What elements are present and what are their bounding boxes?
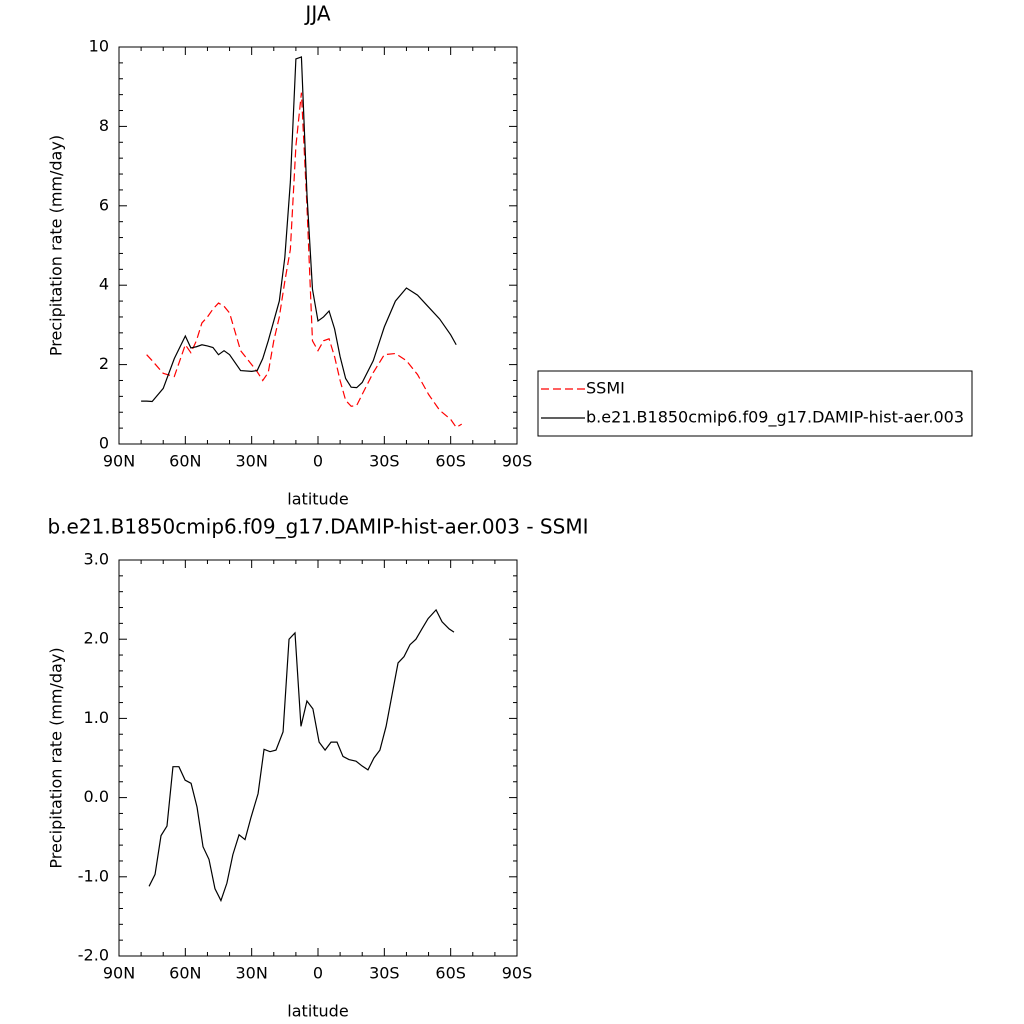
- y-tick-label: -2.0: [78, 946, 109, 965]
- data-line: [146, 92, 463, 429]
- x-tick-label: 90S: [502, 964, 533, 983]
- x-axis-label: latitude: [287, 490, 348, 509]
- x-tick-label: 30S: [369, 452, 400, 471]
- x-tick-label: 0: [313, 964, 323, 983]
- y-tick-label: 2: [99, 354, 109, 373]
- x-tick-label: 90N: [103, 452, 135, 471]
- y-tick-label: -1.0: [78, 866, 109, 885]
- x-tick-label: 30S: [369, 964, 400, 983]
- x-tick-label: 60S: [435, 964, 466, 983]
- x-tick-label: 60S: [435, 452, 466, 471]
- legend-box: [537, 370, 973, 437]
- x-tick-label: 90N: [103, 964, 135, 983]
- y-tick-label: 4: [99, 275, 109, 294]
- x-tick-label: 90S: [502, 452, 533, 471]
- y-tick-label: 1.0: [84, 708, 109, 727]
- y-tick-label: 8: [99, 116, 109, 135]
- y-tick-label: 0: [99, 434, 109, 453]
- x-tick-label: 60N: [169, 452, 201, 471]
- y-tick-label: 10: [89, 37, 109, 56]
- x-tick-label: 30N: [236, 964, 268, 983]
- x-tick-label: 60N: [169, 964, 201, 983]
- data-line: [141, 56, 457, 403]
- data-line: [148, 608, 455, 903]
- legend-label: SSMI: [586, 379, 625, 398]
- x-tick-label: 0: [313, 452, 323, 471]
- x-tick-label: 30N: [236, 452, 268, 471]
- plot-frame: [118, 46, 518, 445]
- y-axis-label: Precipitation rate (mm/day): [47, 647, 66, 868]
- y-tick-label: 6: [99, 195, 109, 214]
- y-tick-label: 3.0: [84, 550, 109, 569]
- y-tick-label: 0.0: [84, 787, 109, 806]
- legend-label: b.e21.B1850cmip6.f09_g17.DAMIP-hist-aer.…: [586, 408, 964, 428]
- x-axis-label: latitude: [287, 1002, 348, 1021]
- y-tick-label: 2.0: [84, 629, 109, 648]
- y-axis-label: Precipitation rate (mm/day): [47, 135, 66, 356]
- chart-title: b.e21.B1850cmip6.f09_g17.DAMIP-hist-aer.…: [48, 515, 589, 539]
- chart-title: JJA: [303, 2, 330, 26]
- plot-frame: [118, 559, 518, 957]
